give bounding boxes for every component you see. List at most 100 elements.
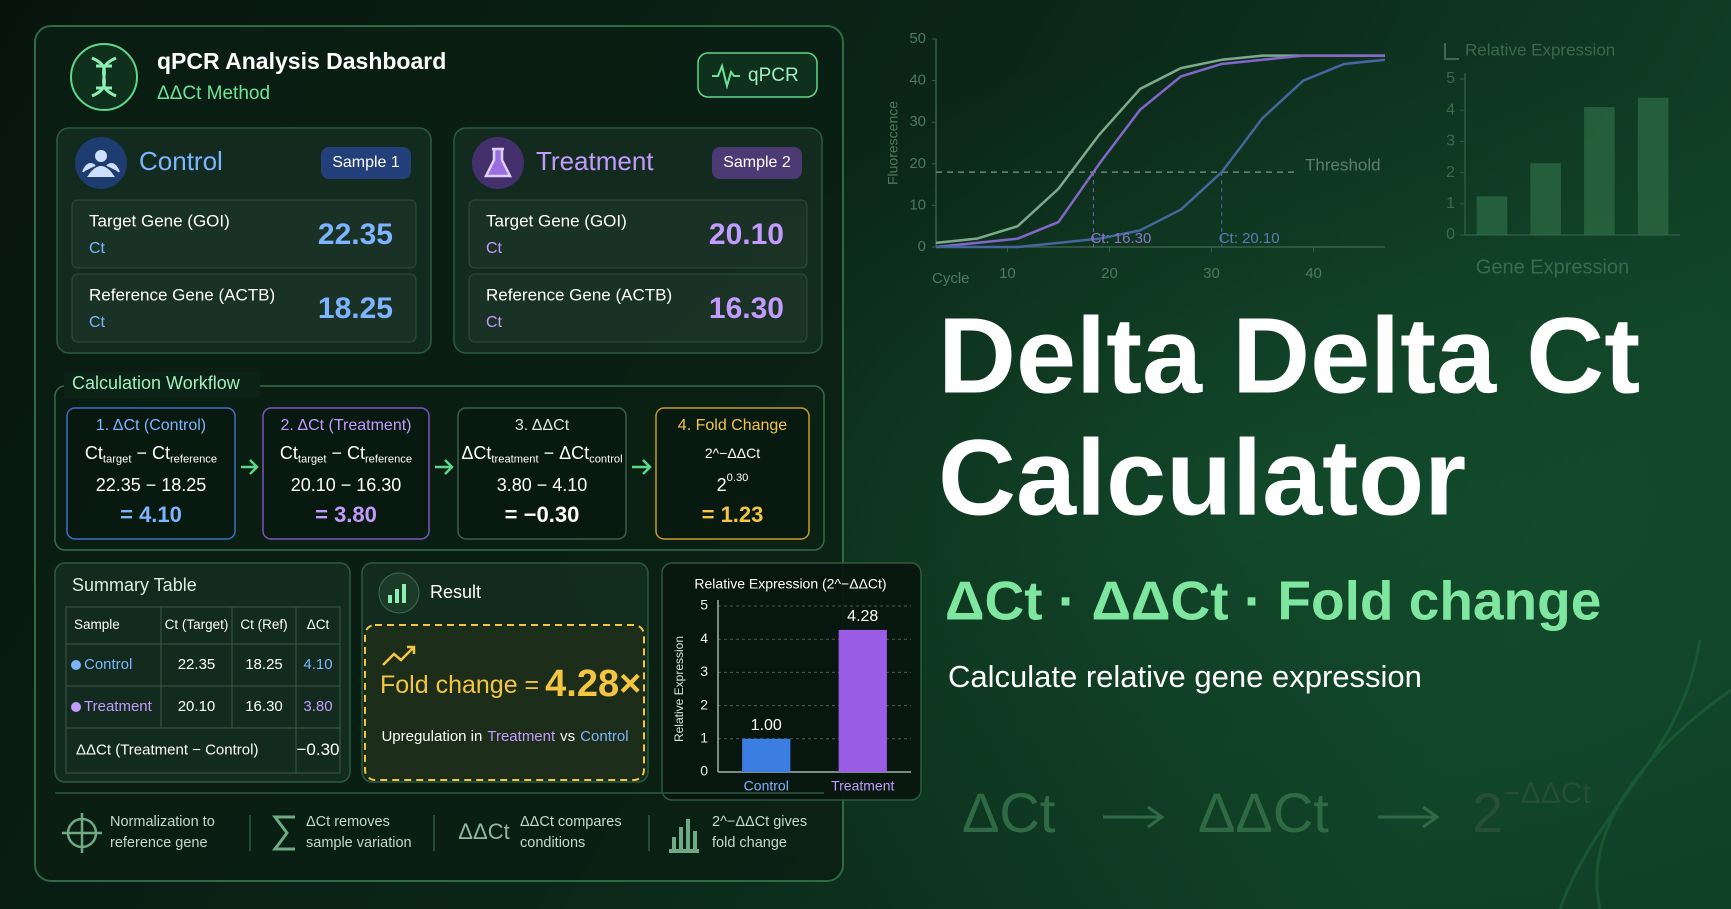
sample-card	[453, 127, 823, 354]
value-label: 1.00	[751, 717, 782, 734]
workflow-title: Calculation Workflow	[72, 373, 241, 393]
footer-text: reference gene	[110, 835, 208, 851]
sample-dot	[71, 702, 81, 712]
workflow-step	[655, 407, 810, 540]
gene-unit: Ct	[89, 314, 106, 331]
step-formula-part: − ΔCt	[539, 443, 590, 463]
y-tick-label: 10	[909, 196, 926, 213]
gene-ct: 20.10	[709, 218, 784, 251]
bar	[1637, 97, 1669, 235]
y-tick-label: 0	[918, 238, 926, 255]
y-tick-label: 30	[909, 113, 926, 130]
chart-title-icon	[1444, 43, 1459, 60]
step-calc: 3.80 − 4.10	[497, 475, 588, 495]
x-tick-label: 40	[1305, 265, 1322, 282]
hero-title: Calculator	[938, 417, 1466, 538]
sample-name: Control	[139, 146, 223, 176]
step-formula-part: − Ct	[131, 443, 170, 463]
header-subtitle: ΔΔCt Method	[157, 83, 270, 104]
step-result: = 1.23	[702, 502, 764, 527]
footer-text: sample variation	[306, 835, 412, 851]
step-formula-part: reference	[365, 453, 412, 465]
summary-box	[54, 562, 351, 783]
step-formula: 2^−ΔΔCt	[705, 445, 760, 461]
note-text: Upregulation in	[381, 728, 482, 745]
y-tick-label: 1	[700, 730, 708, 746]
footer-text: ΔCt removes	[306, 814, 390, 830]
table-footer-label: ΔΔCt (Treatment − Control)	[76, 741, 258, 758]
y-tick-label: 4	[700, 630, 708, 646]
table-cell-text: 3.80	[303, 698, 332, 715]
step-calc: 20.10 − 16.30	[291, 475, 402, 495]
fold-change-label: Fold change =	[380, 671, 539, 699]
footer-icon	[272, 815, 295, 851]
pulse-icon	[712, 62, 740, 90]
gene-row	[468, 199, 808, 269]
table-header: Ct (Target)	[165, 617, 229, 632]
step-title: 3. ΔΔCt	[515, 417, 570, 434]
step-calc-part: 3.80 − 4.10	[497, 475, 588, 495]
amplification-curve	[935, 54, 1385, 249]
step-formula: ΔCttreatment − ΔCtcontrol	[461, 443, 622, 466]
step-formula-part: Ct	[85, 443, 103, 463]
step-calc: 20.30	[717, 472, 749, 495]
table-cell-text: 16.30	[245, 698, 283, 715]
y-tick-label: 2	[700, 696, 708, 712]
bar	[1476, 196, 1508, 235]
trend-icon	[382, 645, 416, 666]
x-tick-label: Treatment	[831, 778, 894, 794]
sample-card	[56, 127, 432, 354]
table-cell-text: 22.35	[178, 656, 216, 673]
x-axis-label: Gene Expression	[1476, 256, 1629, 278]
x-axis-label: Cycle	[932, 270, 970, 287]
table-cell-text: 20.10	[178, 698, 216, 715]
people-glyph	[82, 163, 120, 177]
workflow-arrow	[632, 459, 652, 475]
flow-step: ΔΔCt	[1198, 781, 1329, 844]
footer-icon	[669, 819, 699, 853]
x-tick-label: 20	[1101, 265, 1118, 282]
footer-text: conditions	[520, 835, 585, 851]
step-calc-part: 0.30	[727, 472, 749, 484]
gene-ct: 22.35	[318, 218, 393, 251]
flow-step: ΔCt	[962, 781, 1056, 844]
table-header: Ct (Ref)	[240, 617, 287, 632]
y-tick-label: 0	[1446, 226, 1455, 243]
step-result: = 3.80	[315, 502, 377, 527]
bar	[1584, 107, 1615, 235]
x-tick-label: 10	[999, 265, 1016, 282]
result-highlight	[364, 624, 645, 781]
table-cell	[295, 727, 341, 774]
x-tick-label: Control	[744, 778, 789, 794]
dna-glyph	[91, 56, 117, 98]
amplification-curve	[936, 58, 1386, 249]
people-glyph	[95, 150, 107, 162]
step-result: = −0.30	[505, 502, 580, 527]
flow-arrow	[1378, 805, 1440, 829]
gene-label: Reference Gene (ACTB)	[486, 285, 672, 304]
hero-title: Delta Delta Ct	[938, 295, 1640, 416]
badge-text: qPCR	[748, 65, 799, 86]
bar	[838, 629, 887, 772]
gene-unit: Ct	[486, 314, 503, 331]
sample-tag-text: Sample 2	[723, 154, 791, 171]
gene-label: Target Gene (GOI)	[89, 211, 230, 230]
step-formula: Cttarget − Ctreference	[280, 443, 412, 466]
table-cell-text: 4.10	[303, 656, 332, 673]
gene-row	[71, 199, 417, 269]
footer-icon	[62, 813, 102, 853]
flow-final: 2−ΔΔCt	[1472, 777, 1591, 844]
note-text: vs	[560, 728, 575, 745]
header-title: qPCR Analysis Dashboard	[157, 48, 446, 74]
step-formula-part: Ct	[280, 443, 298, 463]
value-label: 4.28	[847, 608, 878, 625]
x-tick-label: 30	[1203, 265, 1220, 282]
footer-icon-text: ΔΔCt	[458, 819, 509, 844]
step-title: 2. ΔCt (Treatment)	[280, 417, 411, 434]
footer-text: fold change	[712, 835, 787, 851]
flask-glyph	[483, 147, 513, 178]
y-axis-label: Relative Expression	[672, 636, 686, 742]
step-calc: 22.35 − 18.25	[96, 475, 207, 495]
table-cell-text: Treatment	[84, 698, 153, 715]
